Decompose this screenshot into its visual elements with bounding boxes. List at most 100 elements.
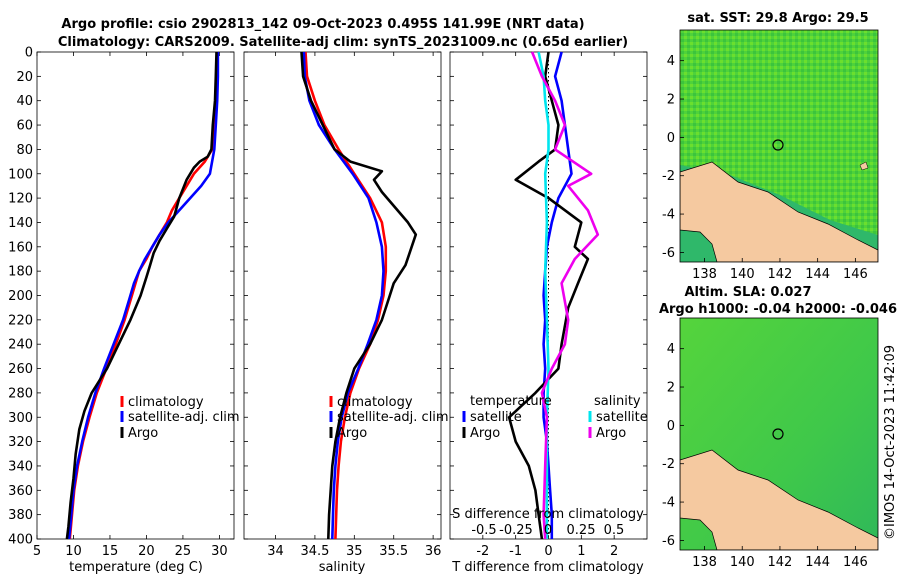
salinity-panel: 34 34.5 35 35.5 36 salinity climatology sate… — [243, 51, 449, 575]
legend-s-satellite-label: satellite — [596, 410, 648, 425]
y-tick-label: 100 — [8, 167, 33, 182]
x-tick-label: 30 — [211, 544, 228, 559]
y-tick-label: 40 — [16, 94, 33, 109]
series-line-argo — [65, 51, 218, 540]
x-tick-label: 34 — [267, 544, 284, 559]
y-tick-label: 320 — [8, 435, 33, 450]
legend-t-satellite-label: satellite — [470, 410, 522, 425]
sla-map-frame — [679, 317, 879, 551]
series-line-s-argo — [530, 51, 600, 540]
map-y-tick-label: -6 — [662, 534, 675, 549]
legend-argo-label: Argo — [128, 426, 158, 441]
sst-argo-marker — [772, 139, 784, 151]
legend-satellite-label: satellite-adj. clim — [337, 410, 449, 425]
temperature-legend: climatology satellite-adj. clim Argo — [120, 395, 240, 441]
x-tick-label: -1 — [509, 544, 522, 559]
map-x-tick-label: 138 — [692, 267, 717, 282]
legend-argo-label: Argo — [337, 426, 367, 441]
x-tick-label: 36 — [425, 544, 442, 559]
sst-land — [680, 161, 878, 262]
legend-salinity-title: salinity — [594, 394, 641, 409]
y-tick-label: 280 — [8, 386, 33, 401]
y-tick-label: 300 — [8, 411, 33, 426]
legend-s-argo-label: Argo — [596, 426, 626, 441]
y-tick-label: 180 — [8, 265, 33, 280]
sla-map-title-1: Altim. SLA: 0.027 — [685, 285, 812, 300]
sst-map-frame — [679, 29, 879, 263]
sla-map-panel: Altim. SLA: 0.027 Argo h1000: -0.04 h200… — [659, 285, 897, 570]
legend-climatology-label: climatology — [128, 395, 204, 410]
title-line-1: Argo profile: csio 2902813_142 09-Oct-20… — [61, 17, 584, 32]
s-tick-label: 0 — [544, 523, 552, 538]
y-tick-label: 60 — [16, 119, 33, 134]
map-y-tick-label: -6 — [662, 246, 675, 261]
s-tick-label: -0.5 — [471, 523, 496, 538]
salinity-legend: climatology satellite-adj. clim Argo — [329, 395, 449, 441]
s-tick-label: 0.25 — [567, 523, 596, 538]
x-tick-label: 25 — [175, 544, 192, 559]
y-tick-label: 240 — [8, 338, 33, 353]
x-tick-label: 1 — [577, 544, 585, 559]
y-tick-label: 80 — [16, 143, 33, 158]
y-tick-label: 360 — [8, 484, 33, 499]
temperature-axes-box — [36, 51, 235, 540]
series-line-climatology — [304, 51, 388, 540]
sla-argo-marker — [772, 428, 784, 440]
y-tick-label: 200 — [8, 289, 33, 304]
s-tick-label: -0.25 — [499, 523, 533, 538]
map-x-tick-label: 146 — [843, 555, 868, 570]
x-tick-label: 34.5 — [300, 544, 329, 559]
map-y-tick-label: 4 — [667, 342, 675, 357]
x-tick-label: 0 — [544, 544, 552, 559]
y-tick-label: 400 — [8, 533, 33, 548]
series-line-s-satellite — [537, 51, 550, 539]
y-tick-label: 0 — [25, 46, 33, 61]
sla-map-title-2: Argo h1000: -0.04 h2000: -0.046 — [659, 302, 897, 317]
y-tick-label: 140 — [8, 216, 33, 231]
x-tick-label: 20 — [138, 544, 155, 559]
x-tick-label: 35.5 — [379, 544, 408, 559]
map-y-tick-label: -2 — [662, 457, 675, 472]
map-x-tick-label: 140 — [730, 267, 755, 282]
sst-map-title: sat. SST: 29.8 Argo: 29.5 — [687, 11, 868, 26]
s-tick-label: 0.5 — [604, 523, 625, 538]
temperature-diff-legend: temperature satellite Argo — [462, 394, 552, 441]
legend-t-argo-label: Argo — [470, 426, 500, 441]
map-x-tick-label: 140 — [730, 555, 755, 570]
x-tick-label: 10 — [65, 544, 82, 559]
x-tick-label: 2 — [610, 544, 618, 559]
temperature-xlabel: temperature (deg C) — [69, 560, 203, 575]
legend-temperature-title: temperature — [470, 394, 552, 409]
y-tick-label: 260 — [8, 362, 33, 377]
map-y-tick-label: -4 — [662, 208, 675, 223]
y-tick-label: 160 — [8, 240, 33, 255]
x-tick-label: 35 — [346, 544, 363, 559]
map-y-tick-label: 2 — [667, 381, 675, 396]
difference-panel: -2 -1 0 1 2 S difference from climatology -0… — [449, 51, 648, 575]
y-tick-label: 340 — [8, 459, 33, 474]
series-line-satellite-adj-clim — [67, 52, 220, 540]
y-tick-label: 220 — [8, 313, 33, 328]
temperature-panel: 0 20 40 60 80 100 120 140 160 180 200 220 240 260 280 3… — [8, 46, 239, 576]
s-difference-label: S difference from climatology — [452, 507, 644, 522]
salinity-axes-box — [243, 51, 442, 540]
map-x-tick-label: 146 — [843, 267, 868, 282]
map-x-tick-label: 144 — [805, 555, 830, 570]
y-tick-label: 380 — [8, 508, 33, 523]
y-tick-label: 20 — [16, 70, 33, 85]
y-tick-label: 120 — [8, 192, 33, 207]
series-line-satellite-adj-clim — [302, 51, 385, 540]
map-x-tick-label: 142 — [768, 267, 793, 282]
map-y-tick-label: 0 — [667, 131, 675, 146]
x-tick-label: -2 — [476, 544, 489, 559]
map-y-tick-label: 4 — [667, 54, 675, 69]
map-x-tick-label: 144 — [805, 267, 830, 282]
salinity-diff-legend: salinity satellite Argo — [588, 394, 648, 441]
x-tick-label: 15 — [102, 544, 119, 559]
x-tick-label: 5 — [33, 544, 41, 559]
sst-island — [859, 161, 869, 171]
map-x-tick-label: 138 — [692, 555, 717, 570]
series-line-t-argo — [507, 51, 590, 540]
legend-satellite-label: satellite-adj. clim — [128, 410, 240, 425]
